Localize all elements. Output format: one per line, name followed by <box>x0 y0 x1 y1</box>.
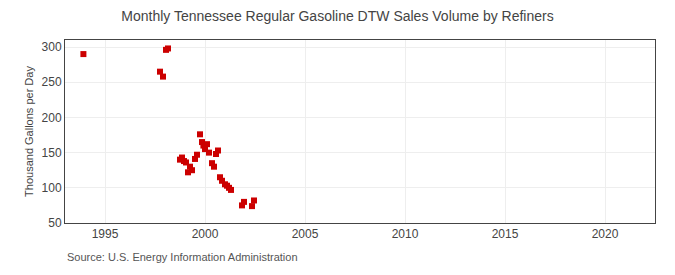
svg-text:2005: 2005 <box>292 227 319 241</box>
svg-text:2000: 2000 <box>192 227 219 241</box>
svg-text:1995: 1995 <box>92 227 119 241</box>
svg-text:2015: 2015 <box>492 227 519 241</box>
svg-text:Source: U.S. Energy Informatio: Source: U.S. Energy Information Administ… <box>67 251 298 263</box>
svg-text:Thousand Gallons per Day: Thousand Gallons per Day <box>23 66 35 197</box>
svg-text:2010: 2010 <box>392 227 419 241</box>
svg-text:300: 300 <box>42 40 62 54</box>
svg-text:250: 250 <box>42 75 62 89</box>
svg-text:2020: 2020 <box>592 227 619 241</box>
svg-text:100: 100 <box>42 181 62 195</box>
svg-text:50: 50 <box>48 216 62 230</box>
svg-text:150: 150 <box>42 146 62 160</box>
svg-text:Monthly Tennessee Regular Gaso: Monthly Tennessee Regular Gasoline DTW S… <box>121 8 553 24</box>
svg-text:200: 200 <box>42 111 62 125</box>
